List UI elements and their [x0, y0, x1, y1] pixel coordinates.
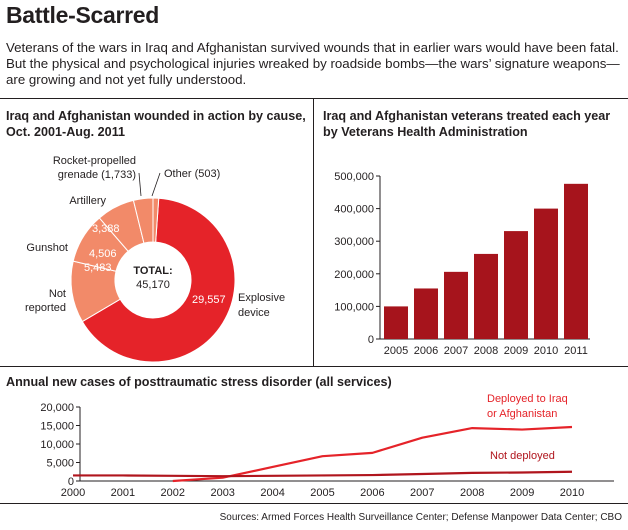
- pie-category-not-reported-line1: Not: [49, 288, 66, 300]
- line-x-tick-label: 2002: [161, 487, 185, 499]
- pie-category-rpg-line2: grenade (1,733): [58, 169, 136, 181]
- bar-x-tick-label: 2005: [384, 345, 408, 357]
- series-not-deployed-line: [73, 470, 573, 478]
- line-x-tick-label: 2000: [61, 487, 85, 499]
- bar-x-tick-label: 2007: [444, 345, 468, 357]
- pie-center-value: 45,170: [136, 279, 170, 291]
- bar-x-tick-label: 2009: [504, 345, 528, 357]
- pie-leader-other: [151, 172, 161, 197]
- source-note: Sources: Armed Forces Health Surveillanc…: [219, 512, 622, 523]
- pie-category-artillery: Artillery: [69, 195, 106, 207]
- bar-bars: [384, 183, 588, 339]
- pie-category-rpg-line1: Rocket-propelled: [53, 155, 136, 167]
- pie-category-other: Other (503): [164, 168, 220, 180]
- bar-y-tick-label: 100,000: [334, 301, 374, 313]
- page-title: Battle-Scarred: [6, 2, 160, 28]
- bar-2006: [414, 288, 438, 339]
- bar-chart-title: Iraq and Afghanistan veterans treated ea…: [323, 109, 611, 139]
- bar-2009: [504, 231, 528, 339]
- divider-middle: [0, 366, 628, 367]
- pie-category-not-reported-line2: reported: [25, 302, 66, 314]
- bar-y-tick-label: 0: [368, 334, 374, 346]
- bar-y-tick-label: 400,000: [334, 204, 374, 216]
- line-x-tick-label: 2007: [410, 487, 434, 499]
- line-axes: 0 5,000 10,000 15,000 20,000 2000 2001 2002 2003…: [40, 402, 614, 499]
- bar-y-tick-label: 500,000: [334, 171, 374, 183]
- line-y-tick-label: 20,000: [40, 402, 74, 414]
- divider-vertical: [313, 98, 314, 366]
- series-label-not-deployed: Not deployed: [490, 450, 555, 462]
- line-x-tick-label: 2005: [310, 487, 334, 499]
- bar-y-tick-label: 300,000: [334, 236, 374, 248]
- pie-category-gunshot: Gunshot: [26, 242, 68, 254]
- line-x-tick-label: 2006: [360, 487, 384, 499]
- bar-2007: [444, 271, 468, 339]
- line-x-tick-label: 2003: [210, 487, 234, 499]
- line-x-tick-label: 2008: [460, 487, 484, 499]
- line-y-tick-label: 15,000: [40, 421, 74, 433]
- bar-x-tick-label: 2008: [474, 345, 498, 357]
- pie-leader-rpg: [138, 172, 142, 197]
- line-x-tick-label: 2010: [560, 487, 584, 499]
- intro-text: Veterans of the wars in Iraq and Afghani…: [6, 40, 620, 87]
- bar-2011: [564, 183, 588, 339]
- pie-slice-6: [152, 197, 160, 243]
- pie-category-explosive-line1: Explosive: [238, 292, 285, 304]
- pie-category-explosive-line2: device: [238, 307, 270, 319]
- bar-x-tick-label: 2011: [564, 345, 588, 357]
- pie-chart-title: Iraq and Afghanistan wounded in action b…: [6, 109, 306, 139]
- series-label-deployed-line2: or Afghanistan: [487, 408, 557, 420]
- pie-value-label-not-reported: 5,483: [84, 262, 112, 274]
- bar-x-tick-label: 2010: [534, 345, 558, 357]
- pie-value-label-artillery: 3,388: [92, 223, 120, 235]
- line-x-tick-label: 2009: [510, 487, 534, 499]
- pie-value-label-gunshot: 4,506: [89, 248, 117, 260]
- pie-slices: [70, 197, 236, 363]
- series-deployed-line: [172, 425, 573, 483]
- line-series: [73, 425, 573, 483]
- bar-y-tick-label: 200,000: [334, 269, 374, 281]
- line-x-tick-label: 2004: [260, 487, 284, 499]
- divider-top: [0, 98, 628, 99]
- bar-2010: [534, 208, 558, 339]
- line-x-tick-label: 2001: [111, 487, 135, 499]
- bar-2005: [384, 306, 408, 339]
- bar-2008: [474, 253, 498, 339]
- pie-center-label: TOTAL:: [133, 265, 172, 277]
- bar-x-tick-label: 2006: [414, 345, 438, 357]
- bar-x-axis: 2005 2006 2007 2008 2009 2010 2011: [384, 345, 588, 357]
- pie-value-label-explosive: 29,557: [192, 294, 226, 306]
- line-y-tick-label: 5,000: [46, 458, 74, 470]
- series-label-deployed-line1: Deployed to Iraq: [487, 393, 568, 405]
- line-y-tick-label: 10,000: [40, 439, 74, 451]
- divider-bottom: [0, 503, 628, 504]
- line-y-tick-label: 0: [68, 476, 74, 488]
- pie-slice-1: [81, 197, 236, 363]
- line-chart-title: Annual new cases of posttraumatic stress…: [6, 375, 392, 389]
